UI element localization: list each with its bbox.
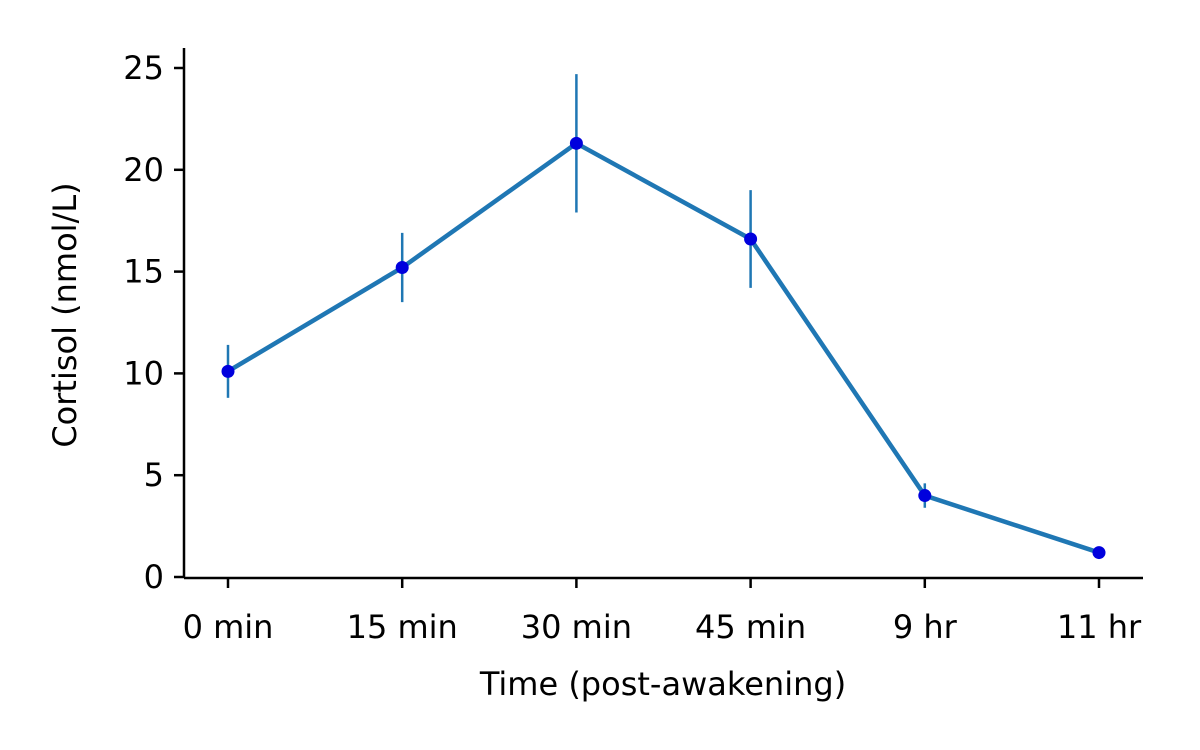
x-tick-label: 11 hr: [1057, 608, 1142, 646]
data-points: [221, 136, 1106, 560]
y-tick-label: 0: [144, 558, 164, 596]
x-tick-label: 30 min: [521, 608, 632, 646]
y-tick-label: 20: [123, 151, 164, 189]
y-tick-label: 15: [123, 253, 164, 291]
x-tick-label: 45 min: [695, 608, 806, 646]
series: [226, 141, 1100, 555]
data-point: [569, 136, 583, 150]
y-tick-label: 5: [144, 456, 164, 494]
x-ticks: 0 min 15 min 30 min 45 min 9 hr 11 hr: [183, 578, 1142, 646]
data-point: [918, 489, 932, 503]
y-tick-label: 25: [123, 49, 164, 87]
x-axis-title: Time (post-awakening): [479, 665, 846, 703]
x-tick-label: 9 hr: [893, 608, 958, 646]
x-tick-label: 15 min: [347, 608, 458, 646]
y-ticks: 0 5 10 15 20 25: [123, 49, 184, 596]
data-point: [395, 261, 409, 275]
y-tick-label: 10: [123, 354, 164, 392]
x-tick-label: 0 min: [183, 608, 274, 646]
data-point: [1092, 546, 1106, 560]
axes: [182, 48, 1143, 580]
data-point: [744, 232, 758, 246]
data-point: [221, 364, 235, 378]
y-axis-title: Cortisol (nmol/L): [46, 182, 84, 447]
series-line: [226, 141, 1100, 555]
